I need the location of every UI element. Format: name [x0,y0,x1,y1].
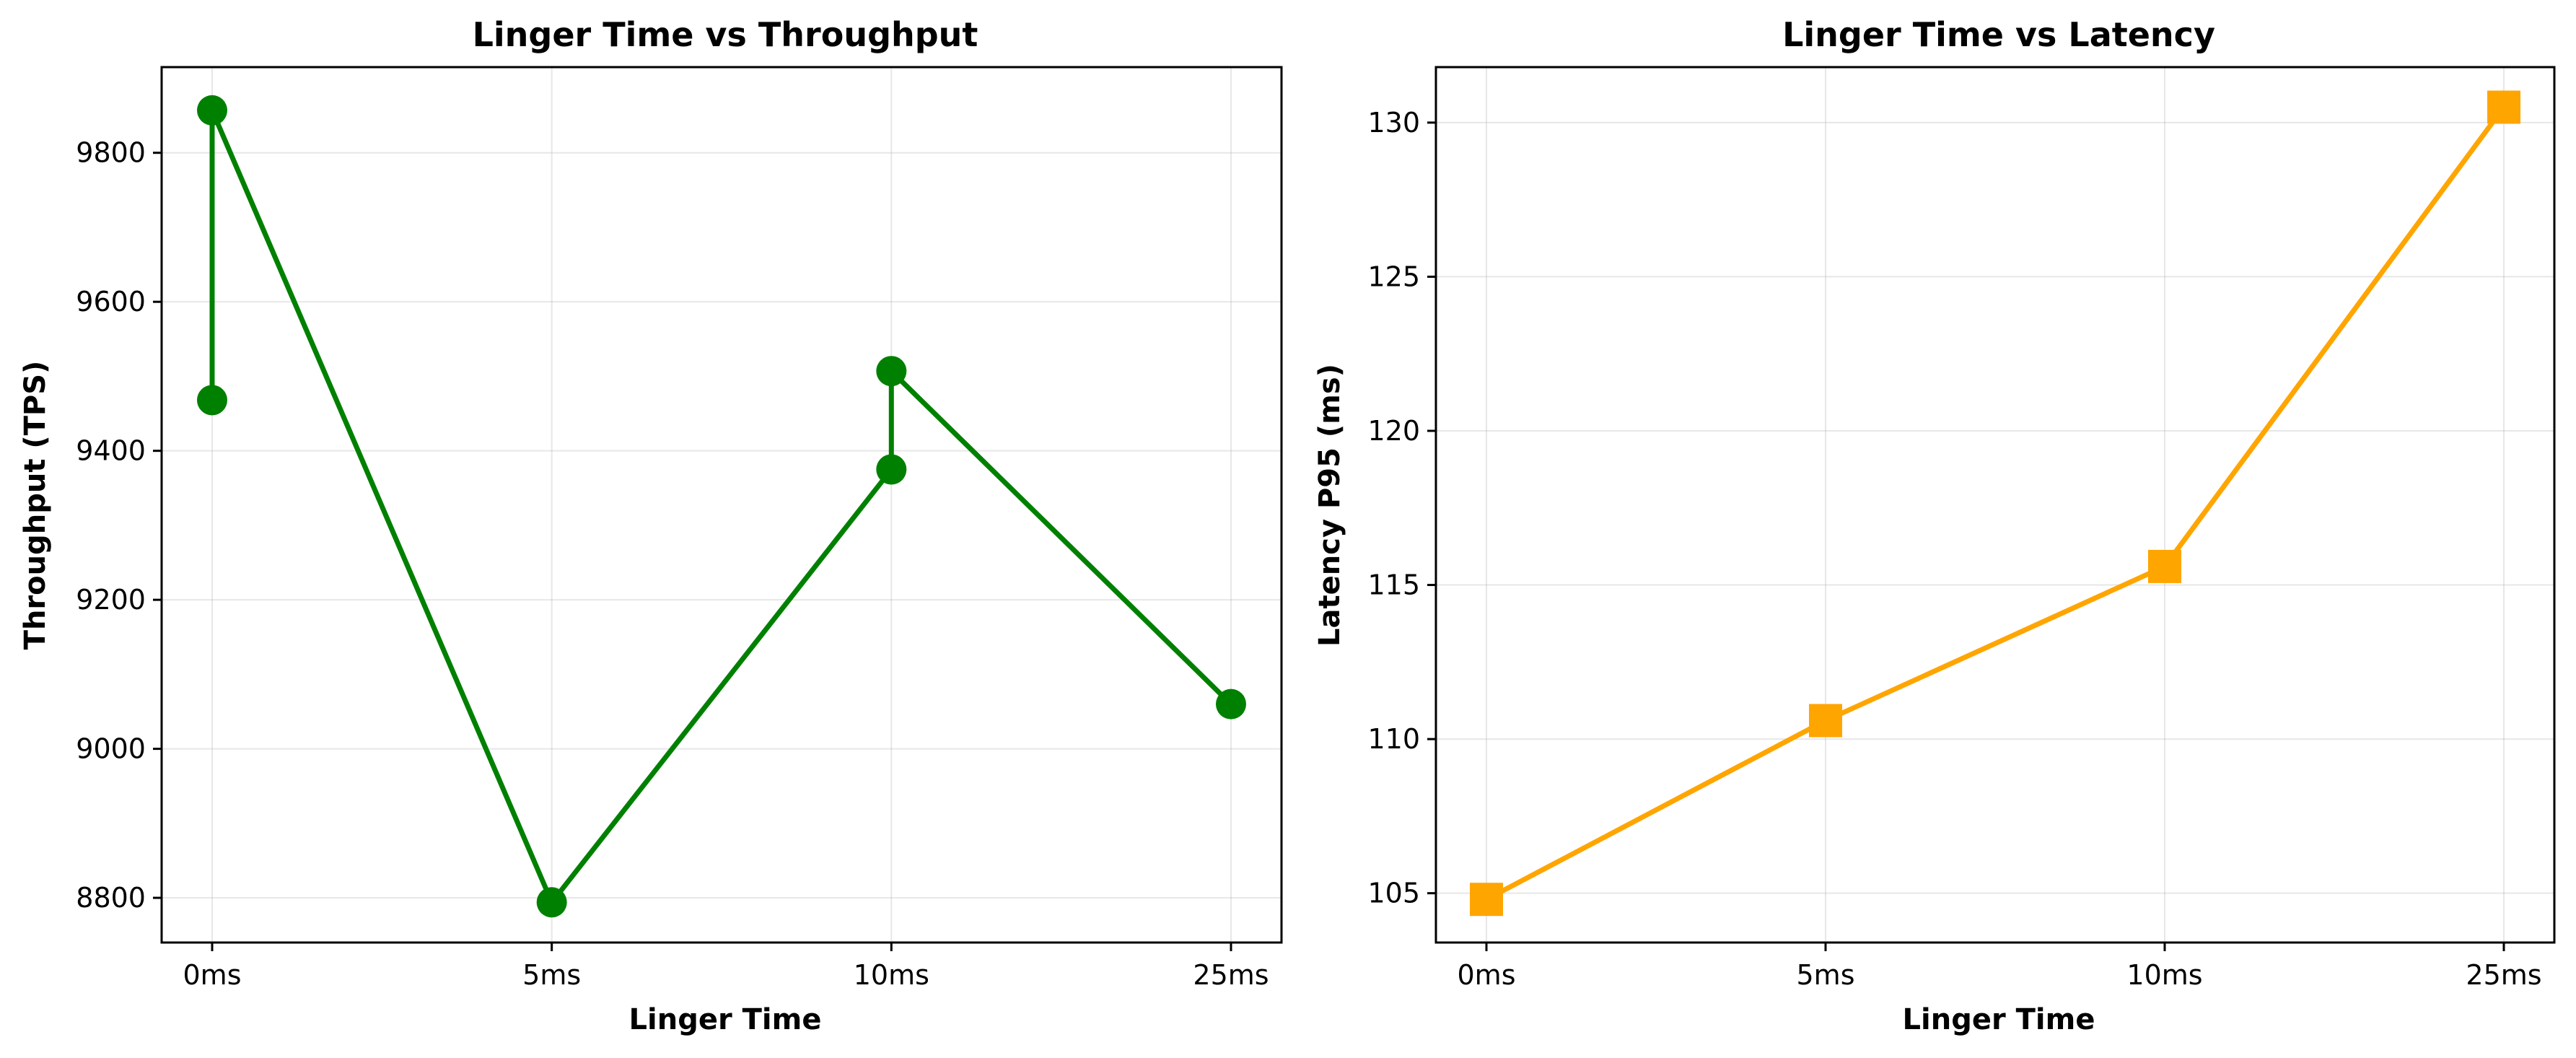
series-line [209,108,1233,905]
y-axis-label: Throughput (TPS) [19,361,52,650]
y-tick-label: 125 [1367,261,1420,292]
data-point [876,356,907,387]
chart-title: Linger Time vs Latency [1782,15,2215,54]
x-tick-label: 0ms [183,959,242,991]
y-tick-label: 120 [1367,415,1420,447]
x-tick-label: 0ms [1458,959,1516,991]
x-axis-label: Linger Time [629,1003,822,1036]
y-tick-label: 9200 [76,584,146,616]
y-tick-label: 9000 [76,733,146,765]
x-tick-label: 25ms [2466,959,2541,991]
y-tick-label: 9400 [76,435,146,467]
chart-title: Linger Time vs Throughput [473,15,978,54]
y-tick-label: 110 [1367,723,1420,755]
data-point [1470,883,1503,917]
plot-frame [1434,66,2556,944]
y-tick-label: 9800 [76,137,146,169]
data-point [197,95,227,126]
y-axis-label: Latency P95 (ms) [1313,364,1346,647]
data-point [876,454,907,485]
data-point [2148,549,2181,583]
x-axis-label: Linger Time [1903,1003,2095,1036]
y-tick-label: 8800 [76,882,146,914]
series-line [1485,105,2506,902]
x-tick-label: 10ms [2126,959,2202,991]
x-tick-label: 10ms [854,959,929,991]
plot-frame [160,66,1283,944]
throughput-chart: Linger Time vs Throughput Linger Time Th… [19,15,1283,1036]
data-point [536,887,567,918]
data-point [1809,704,1842,738]
y-tick-label: 9600 [76,286,146,318]
x-tick-label: 5ms [522,959,581,991]
latency-chart: Linger Time vs Latency Linger Time Laten… [1313,15,2556,1036]
x-tick-label: 5ms [1797,959,1855,991]
data-point [197,385,227,416]
data-point [1216,688,1246,720]
y-tick-label: 115 [1367,569,1420,601]
y-tick-label: 105 [1367,878,1420,909]
x-tick-label: 25ms [1193,959,1269,991]
data-point [2487,90,2520,124]
y-tick-label: 130 [1367,107,1420,139]
